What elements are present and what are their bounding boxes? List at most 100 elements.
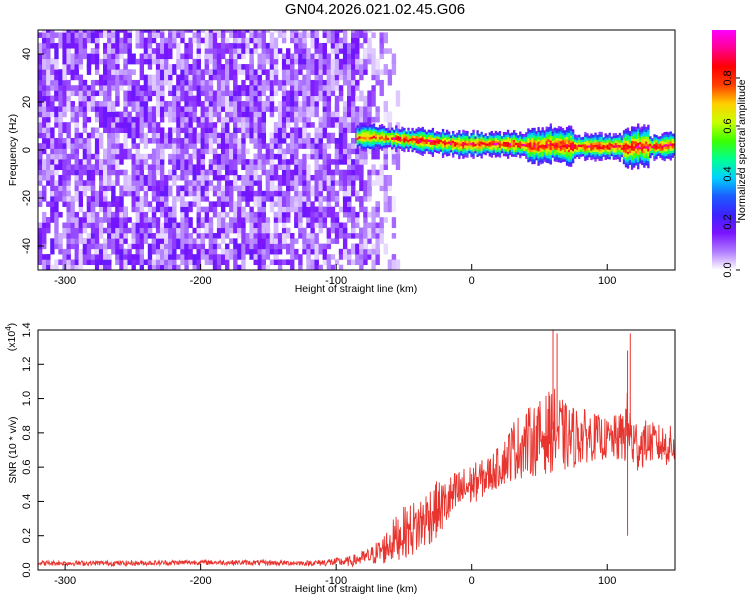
heatmap-cell <box>143 211 149 218</box>
heatmap-cell <box>330 238 336 244</box>
heatmap-cell <box>184 217 189 223</box>
heatmap-cell <box>586 140 589 144</box>
heatmap-cell <box>351 206 356 223</box>
heatmap-cell <box>196 190 201 207</box>
heatmap-cell <box>645 158 648 161</box>
heatmap-cell <box>204 211 210 223</box>
heatmap-cell <box>159 206 165 213</box>
heatmap-cell <box>42 106 47 118</box>
heatmap-cell <box>98 254 104 260</box>
heatmap-cell <box>338 30 344 33</box>
heatmap-cell <box>208 227 214 244</box>
heatmap-cell <box>188 127 193 134</box>
heatmap-cell <box>66 222 71 229</box>
heatmap-cell <box>545 133 548 137</box>
heatmap-cell <box>225 174 230 181</box>
heatmap-cell <box>139 159 145 165</box>
heatmap-cell <box>539 156 542 160</box>
heatmap-cell <box>54 122 59 128</box>
heatmap-cell <box>527 130 530 134</box>
heatmap-cell <box>531 139 534 143</box>
heatmap-cell <box>553 141 557 145</box>
heatmap-cell <box>653 146 656 149</box>
heatmap-cell <box>468 138 471 142</box>
heatmap-cell <box>159 238 165 244</box>
heatmap-cell <box>172 233 177 250</box>
heatmap-cell <box>421 146 424 149</box>
heatmap-cell <box>253 254 258 260</box>
heatmap-cell <box>281 148 287 155</box>
heatmap-cell <box>519 153 522 156</box>
heatmap-cell <box>172 37 177 44</box>
heatmap-cell <box>334 238 340 244</box>
heatmap-cell <box>386 135 390 138</box>
heatmap-cell <box>639 160 642 164</box>
heatmap-cell <box>604 135 607 139</box>
heatmap-cell <box>521 153 524 156</box>
heatmap-cell <box>626 156 630 160</box>
heatmap-cell <box>425 131 428 135</box>
heatmap-cell <box>277 190 283 197</box>
heatmap-cell <box>620 149 624 153</box>
heatmap-cell <box>380 126 384 130</box>
heatmap-x-tick-label: 0 <box>469 275 475 287</box>
heatmap-cell <box>127 30 132 38</box>
heatmap-cell <box>598 143 601 147</box>
heatmap-cell <box>492 147 496 151</box>
heatmap-cell <box>661 135 664 139</box>
heatmap-cell <box>168 42 173 49</box>
heatmap-cell <box>123 116 128 128</box>
heatmap-cell <box>576 139 579 143</box>
heatmap-cell <box>618 152 622 155</box>
heatmap-cell <box>338 116 344 134</box>
heatmap-cell <box>389 132 392 136</box>
heatmap-cell <box>635 150 638 154</box>
heatmap-cell <box>608 147 611 150</box>
heatmap-cell <box>326 243 332 250</box>
heatmap-cell <box>496 132 500 136</box>
heatmap-cell <box>265 58 271 65</box>
heatmap-cell <box>628 162 632 165</box>
heatmap-cell <box>82 111 88 123</box>
snr-x-axis: -300 -200 -100 0 100 <box>54 564 616 587</box>
heatmap-cell <box>494 154 498 158</box>
heatmap-cell <box>458 151 461 155</box>
heatmap-cell <box>123 169 128 176</box>
heatmap-cell <box>212 159 218 165</box>
heatmap-cell <box>567 163 571 167</box>
heatmap-cell <box>261 233 266 239</box>
heatmap-cell <box>208 95 214 102</box>
heatmap-cell <box>269 248 275 255</box>
heatmap-cell <box>168 64 173 75</box>
heatmap-cell <box>351 116 356 123</box>
heatmap-cell <box>261 48 266 65</box>
heatmap-cell <box>371 48 376 54</box>
heatmap-cell <box>490 142 494 146</box>
heatmap-cell <box>639 156 642 159</box>
heatmap-cell <box>515 135 518 138</box>
heatmap-cell <box>78 180 84 186</box>
heatmap-cell <box>310 264 315 270</box>
heatmap-cell <box>94 243 100 250</box>
heatmap-cell <box>257 248 262 255</box>
snr-x-tick-label: -200 <box>190 575 212 587</box>
heatmap-cell <box>334 30 340 38</box>
heatmap-cell <box>439 146 443 150</box>
heatmap-cell <box>655 154 658 157</box>
heatmap-cell <box>168 90 173 97</box>
heatmap-cell <box>614 140 618 143</box>
heatmap-cell <box>269 159 275 165</box>
heatmap-cell <box>151 106 157 112</box>
heatmap-cell <box>273 106 279 112</box>
heatmap-cell <box>405 138 408 142</box>
heatmap-cell <box>466 147 469 151</box>
heatmap-cell <box>637 166 640 170</box>
heatmap-cell <box>397 133 400 137</box>
heatmap-cell <box>630 145 634 149</box>
heatmap-cell <box>257 69 262 75</box>
heatmap-cell <box>665 151 668 154</box>
heatmap-cell <box>517 152 520 155</box>
heatmap-cell <box>168 169 173 176</box>
heatmap-cell <box>669 133 672 137</box>
heatmap-cell <box>537 136 540 140</box>
